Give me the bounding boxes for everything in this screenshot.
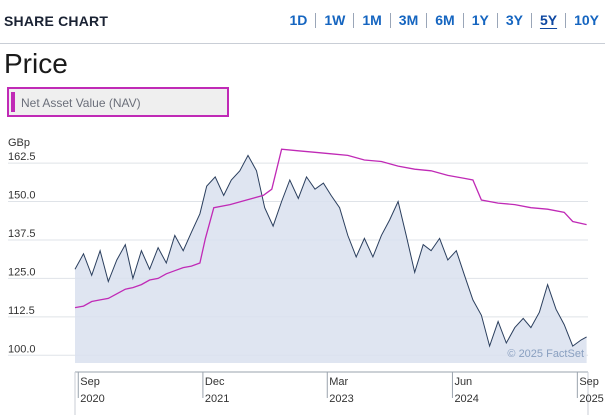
range-10y-button[interactable]: 10Y: [574, 12, 599, 28]
share-chart-title: SHARE CHART: [4, 13, 109, 29]
legend-nav-label: Net Asset Value (NAV): [21, 96, 141, 110]
range-1w-button[interactable]: 1W: [316, 13, 355, 28]
x-tick-month: Jun: [454, 376, 472, 388]
range-selector: 1D 1W 1M 3M 6M 1Y 3Y 5Y 10Y: [281, 13, 599, 28]
price-heading: Price: [4, 48, 68, 79]
y-axis-ticks: 162.5 150.0 137.5 125.0 112.5 100.0: [8, 151, 36, 355]
y-tick-label: 137.5: [8, 228, 36, 240]
legend-nav-swatch: [11, 92, 15, 112]
range-1m-button[interactable]: 1M: [354, 13, 391, 28]
y-tick-label: 150.0: [8, 190, 36, 202]
legend-nav-toggle[interactable]: Net Asset Value (NAV): [7, 87, 229, 117]
x-tick-year: 2020: [80, 393, 104, 405]
price-chart[interactable]: GBp 162.5 150.0 137.5 125.0 112.5 100.0 © 202…: [0, 128, 605, 415]
range-3m-button[interactable]: 3M: [391, 13, 428, 28]
nav-line: [74, 148, 587, 309]
x-tick-year: 2021: [205, 393, 229, 405]
y-tick-label: 125.0: [8, 266, 36, 278]
x-tick-year: 2023: [329, 393, 353, 405]
range-3y-button[interactable]: 3Y: [498, 13, 532, 28]
series-layer: [74, 148, 587, 363]
x-tick-month: Mar: [329, 376, 348, 388]
range-6m-button[interactable]: 6M: [427, 13, 464, 28]
price-line: [74, 154, 587, 348]
range-1d-button[interactable]: 1D: [281, 13, 317, 28]
y-tick-label: 100.0: [8, 343, 36, 355]
y-axis-label: GBp: [8, 137, 30, 149]
y-tick-label: 162.5: [8, 151, 36, 163]
x-tick-month: Sep: [80, 376, 100, 388]
price-area: [75, 155, 587, 363]
x-tick-year: 2025: [579, 393, 603, 405]
y-tick-label: 112.5: [8, 305, 35, 317]
factset-watermark: © 2025 FactSet: [507, 348, 584, 360]
x-tick-year: 2024: [454, 393, 478, 405]
x-axis: Sep 2020 Dec 2021 Mar 2023 Jun 2024 Sep 2025: [74, 371, 604, 415]
x-tick-month: Sep: [579, 376, 599, 388]
x-tick-month: Dec: [205, 376, 225, 388]
range-5y-button[interactable]: 5Y: [532, 13, 567, 28]
range-1y-button[interactable]: 1Y: [464, 13, 498, 28]
share-chart-header: SHARE CHART 1D 1W 1M 3M 6M 1Y 3Y 5Y 10Y: [0, 0, 605, 44]
